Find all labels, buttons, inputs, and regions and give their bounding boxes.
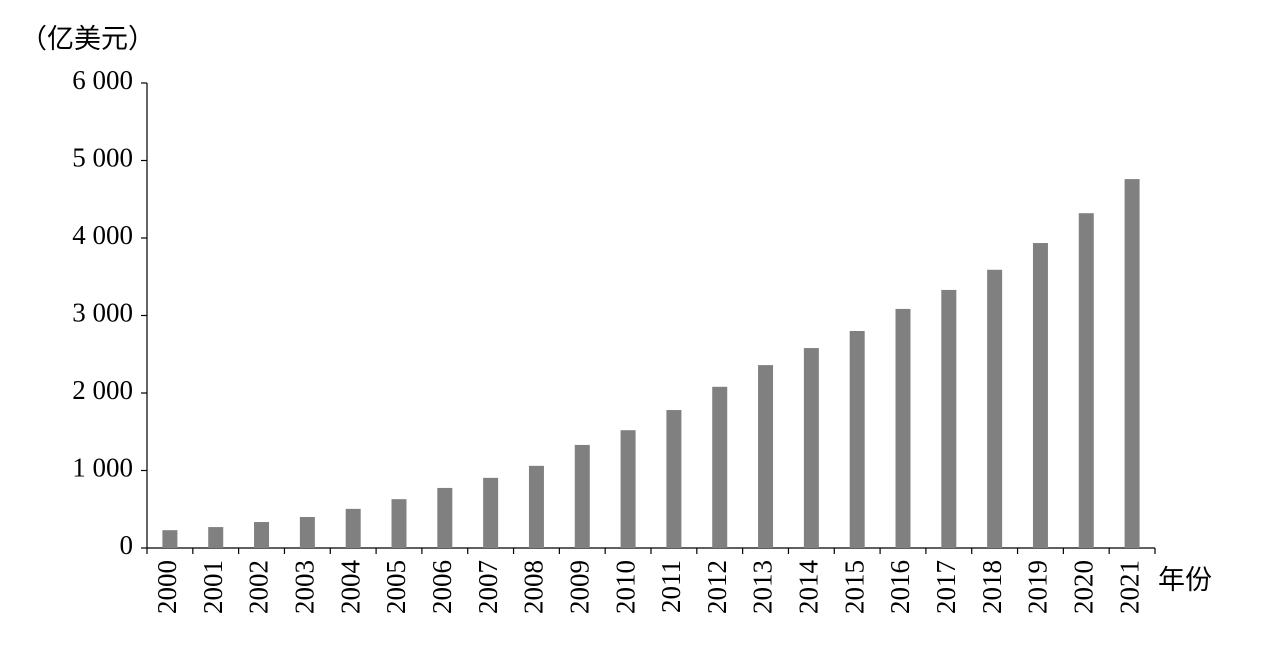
bar <box>849 331 865 548</box>
x-tick-label: 2004 <box>335 560 365 615</box>
bar <box>345 508 361 548</box>
bar <box>941 289 957 548</box>
x-tick-label: 2019 <box>1023 560 1053 614</box>
x-tick-label: 2007 <box>473 560 503 614</box>
x-tick-label: 2001 <box>198 560 228 614</box>
bar <box>666 410 682 548</box>
bar <box>1032 243 1048 548</box>
y-tick-label: 5 000 <box>72 143 133 173</box>
x-tick-label: 2005 <box>381 560 411 614</box>
x-tick-label: 2015 <box>839 560 869 614</box>
y-tick-label: 1 000 <box>72 453 133 483</box>
bar <box>574 444 590 548</box>
bar <box>620 430 636 548</box>
x-tick-label: 2016 <box>885 560 915 614</box>
bar <box>895 308 911 548</box>
bar <box>299 517 315 548</box>
bar <box>437 487 453 548</box>
y-tick-label: 3 000 <box>72 298 133 328</box>
x-tick-label: 2009 <box>564 560 594 614</box>
bar <box>528 465 544 548</box>
x-tick-label: 2011 <box>656 560 686 613</box>
x-tick-label: 2003 <box>290 560 320 614</box>
bar <box>1078 213 1094 548</box>
bar <box>162 530 178 548</box>
y-tick-label: 4 000 <box>72 220 133 250</box>
bar <box>1124 179 1140 548</box>
x-tick-label: 2008 <box>519 560 549 614</box>
y-tick-label: 2 000 <box>72 375 133 405</box>
x-tick-label: 2000 <box>152 560 182 614</box>
bar <box>391 499 407 548</box>
x-tick-label: 2014 <box>794 560 824 615</box>
bar <box>758 365 774 548</box>
x-tick-label: 2012 <box>702 560 732 614</box>
bar <box>483 477 499 548</box>
x-tick-label: 2010 <box>610 560 640 614</box>
x-tick-label: 2006 <box>427 560 457 614</box>
bar <box>254 522 270 548</box>
x-axis-label: 年份 <box>1158 565 1212 595</box>
unit-label: （亿美元） <box>20 24 155 54</box>
bar <box>803 348 819 548</box>
x-tick-label: 2017 <box>931 560 961 614</box>
x-tick-label: 2013 <box>748 560 778 614</box>
x-tick-label: 2002 <box>244 560 274 614</box>
x-tick-label: 2018 <box>977 560 1007 614</box>
y-tick-label: 0 <box>120 530 134 560</box>
x-tick-label: 2021 <box>1114 560 1144 614</box>
bar <box>712 386 728 548</box>
bar <box>987 269 1003 548</box>
x-tick-label: 2020 <box>1068 560 1098 614</box>
bar <box>208 527 224 548</box>
y-tick-label: 6 000 <box>72 65 133 95</box>
